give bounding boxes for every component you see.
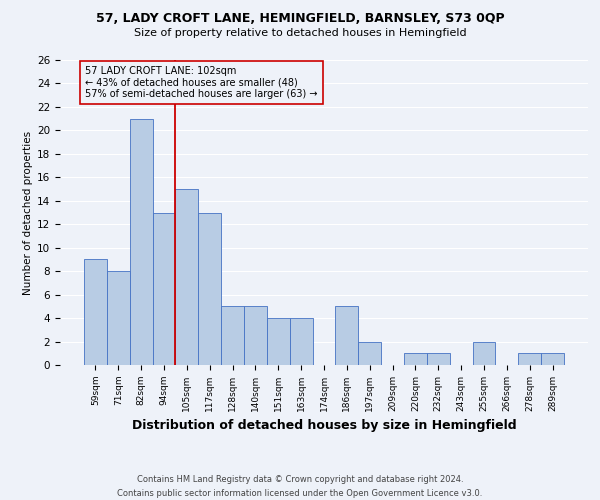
Bar bbox=[404, 354, 427, 365]
Text: 57, LADY CROFT LANE, HEMINGFIELD, BARNSLEY, S73 0QP: 57, LADY CROFT LANE, HEMINGFIELD, BARNSL… bbox=[95, 12, 505, 26]
Bar bbox=[541, 354, 564, 365]
Bar bbox=[473, 342, 496, 365]
Bar bbox=[267, 318, 290, 365]
Bar bbox=[518, 354, 541, 365]
Bar bbox=[335, 306, 358, 365]
Bar bbox=[152, 212, 175, 365]
Bar bbox=[244, 306, 267, 365]
Bar bbox=[221, 306, 244, 365]
Bar bbox=[84, 260, 107, 365]
Bar bbox=[358, 342, 381, 365]
Bar bbox=[427, 354, 450, 365]
Bar bbox=[130, 118, 152, 365]
X-axis label: Distribution of detached houses by size in Hemingfield: Distribution of detached houses by size … bbox=[131, 420, 517, 432]
Bar bbox=[175, 189, 198, 365]
Bar bbox=[290, 318, 313, 365]
Bar bbox=[198, 212, 221, 365]
Bar bbox=[107, 271, 130, 365]
Text: Contains HM Land Registry data © Crown copyright and database right 2024.
Contai: Contains HM Land Registry data © Crown c… bbox=[118, 476, 482, 498]
Y-axis label: Number of detached properties: Number of detached properties bbox=[23, 130, 33, 294]
Text: 57 LADY CROFT LANE: 102sqm
← 43% of detached houses are smaller (48)
57% of semi: 57 LADY CROFT LANE: 102sqm ← 43% of deta… bbox=[85, 66, 317, 99]
Text: Size of property relative to detached houses in Hemingfield: Size of property relative to detached ho… bbox=[134, 28, 466, 38]
